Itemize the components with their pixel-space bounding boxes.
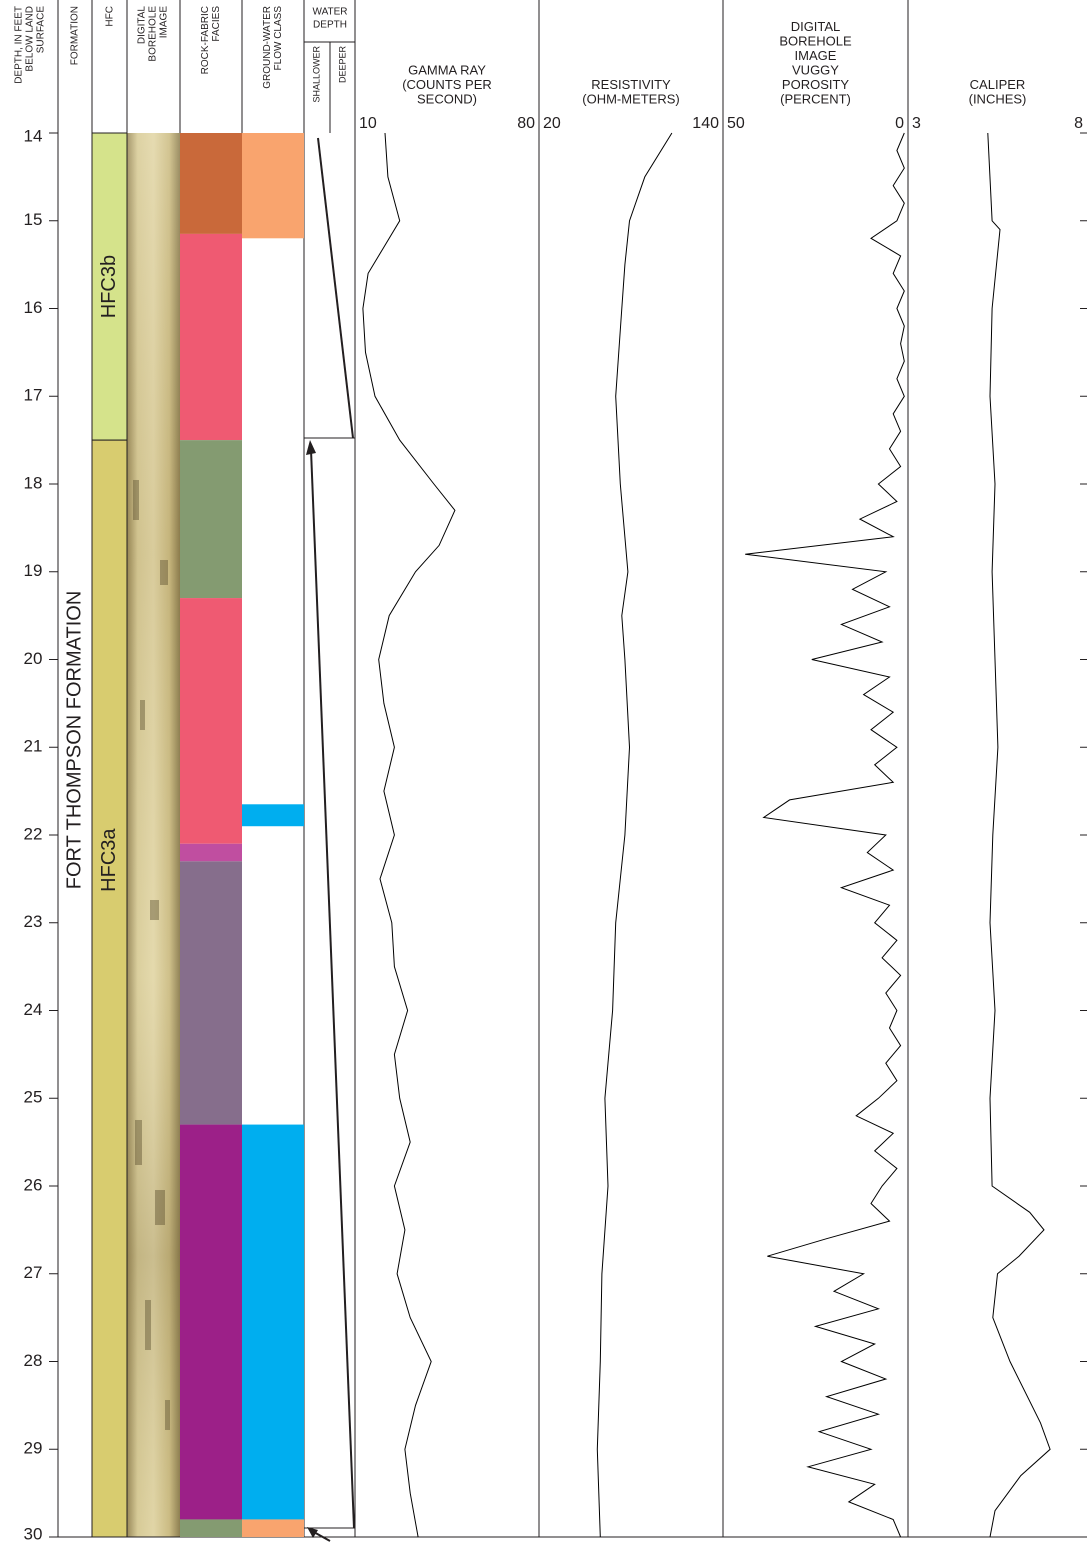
scale-label: 80 — [517, 115, 535, 132]
depth-tick-label: 29 — [24, 1439, 43, 1458]
log-curve — [987, 132, 1051, 1538]
depth-tick-label: 27 — [24, 1263, 43, 1282]
scale-label: 8 — [1074, 115, 1083, 132]
facies-interval — [180, 440, 242, 599]
scale-label: 50 — [727, 115, 745, 132]
track-title: POROSITY — [782, 77, 850, 92]
arrowhead — [307, 1527, 318, 1538]
column-header: FORMATION — [70, 6, 81, 65]
depth-tick-label: 30 — [24, 1524, 43, 1542]
column-header: HFC — [105, 6, 116, 27]
column-header: SURFACE — [36, 6, 47, 54]
scale-label: 20 — [543, 115, 561, 132]
hfc-label: HFC3a — [98, 828, 120, 892]
depth-tick-label: 23 — [24, 912, 43, 931]
depth-tick-label: 21 — [24, 737, 43, 756]
column-header: FLOW CLASS — [273, 6, 284, 71]
track-title: CALIPER — [970, 77, 1026, 92]
depth-tick-label: 18 — [24, 473, 43, 492]
column-header: DIGITAL — [137, 6, 148, 45]
facies-interval — [180, 843, 242, 862]
scale-label: 0 — [895, 115, 904, 132]
column-header: DEEPER — [337, 46, 347, 84]
scale-label: 140 — [692, 115, 719, 132]
track-title: BOREHOLE — [779, 33, 852, 48]
formation-label: FORT THOMPSON FORMATION — [63, 591, 85, 890]
hfc-interval — [91, 132, 128, 441]
column-header: ROCK-FABRIC — [200, 6, 211, 74]
depth-tick-label: 16 — [24, 298, 43, 317]
scale-label: 10 — [359, 115, 377, 132]
column-header: SHALLOWER — [311, 46, 321, 103]
flow_class-interval — [242, 1519, 304, 1537]
facies-interval — [180, 133, 242, 234]
depth-tick-label: 25 — [24, 1088, 43, 1107]
track-title: IMAGE — [795, 48, 837, 63]
track-title: GAMMA RAY — [408, 62, 486, 77]
track-title: SECOND) — [417, 91, 477, 106]
flow_class-interval — [242, 804, 304, 827]
arrowhead — [306, 440, 316, 455]
borehole-image-shade — [127, 133, 180, 1537]
depth-tick-label: 19 — [24, 561, 43, 580]
depth-tick-label: 24 — [24, 1000, 43, 1019]
column-header: BOREHOLE — [148, 6, 159, 62]
column-header: BELOW LAND — [25, 6, 36, 72]
facies-interval — [180, 861, 242, 1125]
track-title: (PERCENT) — [780, 91, 851, 106]
track-title: VUGGY — [792, 62, 839, 77]
facies-interval — [180, 233, 242, 441]
depth-tick-label: 20 — [24, 649, 43, 668]
track-title: DIGITAL — [791, 19, 841, 34]
log-curve — [596, 132, 673, 1538]
hfc-label: HFC3b — [98, 255, 120, 318]
column-header: DEPTH — [313, 20, 347, 31]
column-header: WATER — [313, 7, 348, 18]
flow_class-interval — [242, 1124, 304, 1520]
borehole-texture — [133, 480, 170, 1430]
column-header: GROUND-WATER — [262, 6, 273, 89]
track-title: (INCHES) — [969, 91, 1027, 106]
track-title: (COUNTS PER — [402, 77, 492, 92]
column-header: IMAGE — [159, 6, 170, 39]
log-curve — [745, 132, 905, 1538]
depth-tick-label: 17 — [24, 386, 43, 405]
depth-tick-label: 26 — [24, 1175, 43, 1194]
depth-tick-label: 28 — [24, 1351, 43, 1370]
scale-label: 3 — [912, 115, 921, 132]
track-title: (OHM-METERS) — [582, 91, 680, 106]
depth-tick-label: 14 — [24, 126, 43, 145]
flow_class-interval — [242, 133, 304, 239]
column-header: FACIES — [211, 6, 222, 42]
facies-interval — [180, 598, 242, 844]
hfc-interval — [91, 439, 128, 1538]
facies-interval — [180, 1519, 242, 1537]
track-title: RESISTIVITY — [591, 77, 671, 92]
frame — [57, 0, 1087, 1542]
facies-interval — [180, 1124, 242, 1520]
log-curve — [362, 132, 456, 1538]
depth-tick-label: 22 — [24, 824, 43, 843]
column-header: DEPTH, IN FEET — [14, 6, 25, 84]
depth-tick-label: 15 — [24, 210, 43, 229]
